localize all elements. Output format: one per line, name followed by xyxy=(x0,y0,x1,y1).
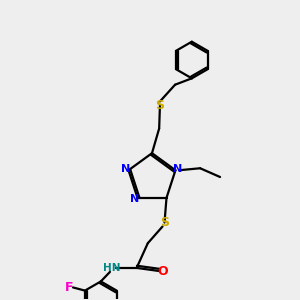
Text: O: O xyxy=(158,265,168,278)
Text: N: N xyxy=(173,164,182,174)
Text: N: N xyxy=(130,194,140,204)
Text: HN: HN xyxy=(103,263,121,273)
Text: F: F xyxy=(65,281,73,294)
Text: N: N xyxy=(122,164,131,174)
Text: S: S xyxy=(155,99,164,112)
Text: S: S xyxy=(160,216,169,229)
